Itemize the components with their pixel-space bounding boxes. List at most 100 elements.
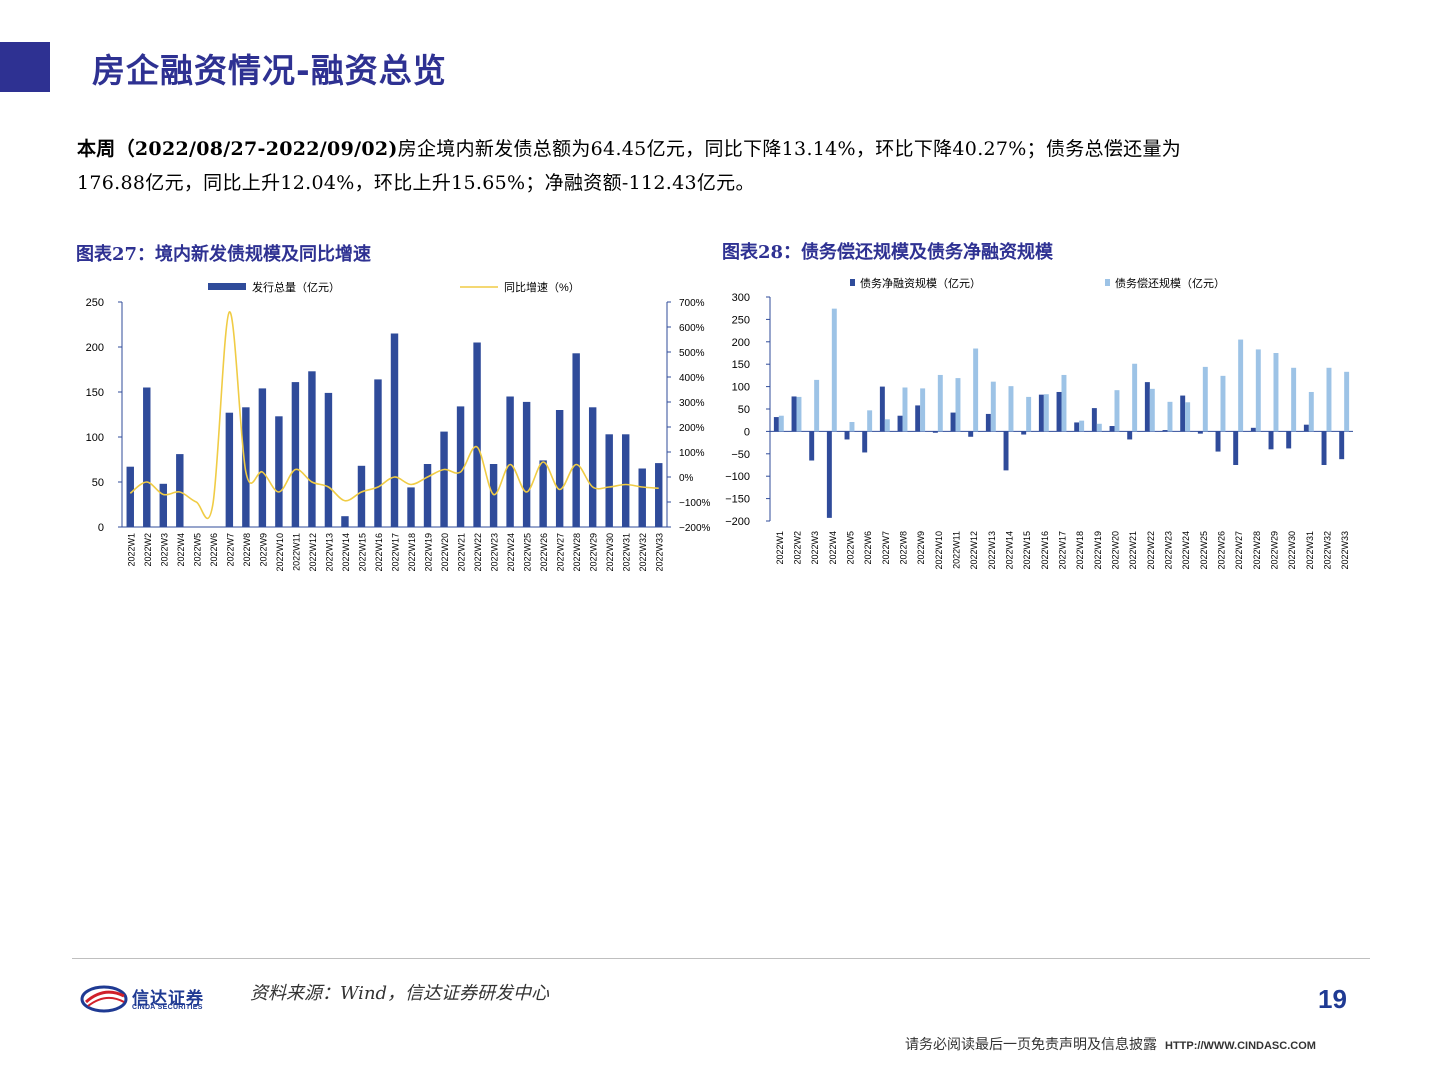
net-financing-bar — [1162, 430, 1168, 432]
net-financing-bar — [1197, 431, 1203, 434]
data-source: 资料来源：Wind，信达证券研发中心 — [250, 983, 550, 1004]
net-financing-bar — [879, 386, 885, 432]
x-tick-label: 2022W9 — [258, 533, 268, 567]
x-tick-label: 2022W31 — [622, 533, 632, 572]
issuance-bar — [143, 387, 151, 527]
x-tick-label: 2022W7 — [225, 533, 235, 567]
left-tick-label: 150 — [86, 387, 104, 399]
repayment-bar — [1079, 420, 1085, 432]
right-tick-label: 500% — [679, 348, 705, 359]
x-tick-label: 2022W26 — [1217, 531, 1227, 570]
y-tick-label: −150 — [725, 494, 750, 506]
x-tick-label: 2022W8 — [242, 533, 252, 567]
right-tick-label: 200% — [679, 423, 705, 434]
issuance-bar — [605, 434, 613, 527]
x-tick-label: 2022W28 — [1252, 531, 1262, 570]
repayment-bar — [955, 378, 961, 432]
x-tick-label: 2022W16 — [1040, 531, 1050, 570]
issuance-bar — [572, 353, 580, 527]
issuance-bar — [489, 464, 498, 527]
repayment-bar — [1273, 353, 1279, 432]
issuance-bar — [324, 392, 333, 527]
fig28-title: 图表28：债务偿还规模及债务净融资规模 — [722, 242, 1054, 263]
net-financing-bar — [862, 431, 868, 453]
x-tick-label: 2022W2 — [793, 531, 803, 565]
issuance-bar — [159, 483, 168, 527]
net-financing-bar — [1321, 431, 1327, 465]
left-tick-label: 0 — [98, 522, 104, 534]
summary-period: 本周（2022/08/27-2022/09/02) — [77, 138, 398, 160]
x-tick-label: 2022W25 — [1199, 531, 1209, 570]
repayment-bar — [884, 419, 890, 432]
y-tick-label: 100 — [732, 382, 750, 394]
legend-net-label: 债务净融资规模（亿元） — [860, 276, 981, 290]
y-tick-label: −100 — [725, 471, 750, 483]
net-financing-bar — [1144, 382, 1150, 432]
repayment-bar — [902, 387, 908, 432]
repayment-bar — [990, 381, 996, 432]
title-accent-block — [0, 42, 50, 92]
x-tick-label: 2022W32 — [1323, 531, 1333, 570]
x-tick-label: 2022W5 — [192, 533, 202, 567]
x-tick-label: 2022W27 — [1234, 531, 1244, 570]
right-tick-label: −200% — [679, 523, 711, 534]
legend-repay-swatch — [1105, 279, 1110, 286]
y-tick-label: 300 — [732, 292, 750, 304]
issuance-bar — [539, 460, 547, 527]
cinda-logo-icon — [80, 985, 128, 1013]
x-tick-label: 2022W29 — [1270, 531, 1280, 570]
x-tick-label: 2022W9 — [916, 531, 926, 565]
x-tick-label: 2022W30 — [1287, 531, 1297, 570]
issuance-bar — [275, 416, 283, 527]
x-tick-label: 2022W21 — [1128, 531, 1138, 570]
issuance-bar — [341, 516, 349, 527]
x-tick-label: 2022W5 — [846, 531, 856, 565]
disclaimer-text: 请务必阅读最后一页免责声明及信息披露 — [905, 1037, 1157, 1053]
x-tick-label: 2022W29 — [589, 533, 599, 572]
x-tick-label: 2022W27 — [556, 533, 566, 572]
issuance-bar — [440, 431, 448, 527]
logo-subtitle: CINDA SECURITIES — [132, 1004, 203, 1011]
issuance-bar — [655, 463, 663, 527]
net-financing-bar — [1180, 395, 1186, 432]
x-tick-label: 2022W20 — [440, 533, 450, 572]
x-tick-label: 2022W32 — [638, 533, 648, 572]
repayment-bar — [1043, 394, 1049, 432]
x-tick-label: 2022W18 — [407, 533, 417, 572]
y-tick-label: −200 — [725, 516, 750, 528]
website-link[interactable]: HTTP://WWW.CINDASC.COM — [1165, 1040, 1316, 1052]
net-financing-bar — [1091, 408, 1097, 432]
issuance-bar — [374, 379, 382, 527]
legend-bar-label: 发行总量（亿元） — [252, 280, 340, 294]
summary-line-2: 176.88亿元，同比上升12.04%，环比上升15.65%；净融资额-112.… — [77, 172, 755, 194]
issuance-bar — [522, 401, 531, 527]
repayment-bar — [1149, 388, 1155, 432]
repayment-bar — [1185, 402, 1191, 432]
net-financing-bar — [1003, 431, 1009, 471]
x-tick-label: 2022W14 — [341, 533, 351, 572]
net-financing-bar — [915, 405, 921, 432]
summary-line-1: 房企境内新发债总额为64.45亿元，同比下降13.14%，环比下降40.27%；… — [397, 138, 1182, 160]
net-financing-bar — [1038, 394, 1044, 432]
x-tick-label: 2022W23 — [490, 533, 500, 572]
net-financing-bar — [1056, 391, 1062, 432]
x-tick-label: 2022W11 — [291, 533, 301, 571]
x-tick-label: 2022W28 — [572, 533, 582, 572]
x-tick-label: 2022W24 — [1181, 531, 1191, 570]
x-tick-label: 2022W2 — [143, 533, 153, 567]
net-financing-bar — [1021, 431, 1027, 435]
x-tick-label: 2022W21 — [457, 533, 467, 572]
repayment-bar — [1096, 423, 1102, 432]
x-tick-label: 2022W33 — [655, 533, 665, 572]
y-tick-label: −50 — [731, 449, 750, 461]
right-tick-label: 700% — [679, 298, 705, 309]
right-tick-label: 100% — [679, 448, 705, 459]
page-title: 房企融资情况-融资总览 — [92, 51, 447, 90]
x-tick-label: 2022W18 — [1075, 531, 1085, 570]
issuance-bar — [176, 454, 184, 527]
x-tick-label: 2022W22 — [1146, 531, 1156, 570]
x-tick-label: 2022W3 — [159, 533, 169, 567]
issuance-bar — [423, 464, 432, 527]
x-tick-label: 2022W6 — [209, 533, 219, 567]
x-tick-label: 2022W11 — [952, 531, 962, 569]
